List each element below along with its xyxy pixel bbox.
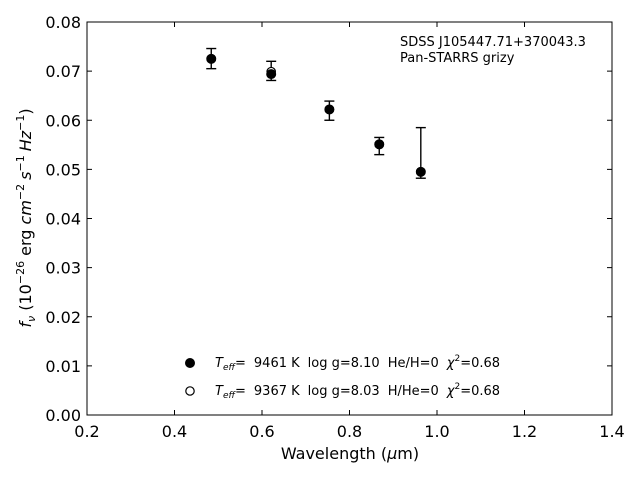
x-tick-label: 0.2 xyxy=(74,422,99,441)
data-point-filled xyxy=(374,139,385,150)
data-point-filled xyxy=(206,53,217,64)
data-point-filled xyxy=(266,69,277,80)
annotation-object: SDSS J105447.71+370043.3 xyxy=(400,35,586,50)
legend-marker-open xyxy=(185,386,195,396)
y-tick-label: 0.07 xyxy=(45,62,81,81)
legend-marker-filled xyxy=(185,358,195,368)
y-tick-label: 0.06 xyxy=(45,111,81,130)
y-tick-label: 0.08 xyxy=(45,13,81,32)
markers-group xyxy=(206,53,426,177)
y-tick-label: 0.05 xyxy=(45,160,81,179)
x-tick-label: 1.4 xyxy=(599,422,624,441)
data-point-filled xyxy=(415,166,426,177)
annotation-survey: Pan-STARRS grizy xyxy=(400,51,515,66)
y-tick-label: 0.02 xyxy=(45,308,81,327)
data-point-filled xyxy=(324,104,335,115)
x-tick-label: 1.2 xyxy=(512,422,537,441)
y-tick-label: 0.04 xyxy=(45,210,81,229)
x-axis-label: Wavelength (μm) xyxy=(281,444,419,463)
x-tick-label: 0.6 xyxy=(249,422,274,441)
x-tick-label: 1.0 xyxy=(424,422,449,441)
y-tick-label: 0.00 xyxy=(45,406,81,425)
y-tick-label: 0.03 xyxy=(45,259,81,278)
ticks-group: 0.2 0.4 0.6 0.8 1.0 1.2 1.4 0.00 0.01 0.02 0.03 0.0… xyxy=(45,13,624,441)
plot-area xyxy=(87,22,612,415)
y-tick-label: 0.01 xyxy=(45,357,81,376)
x-tick-label: 0.4 xyxy=(162,422,187,441)
x-tick-label: 0.8 xyxy=(337,422,362,441)
y-axis-label: fν (10−26 erg cm−2s−1Hz−1) xyxy=(14,108,38,327)
plot-frame xyxy=(86,21,613,416)
